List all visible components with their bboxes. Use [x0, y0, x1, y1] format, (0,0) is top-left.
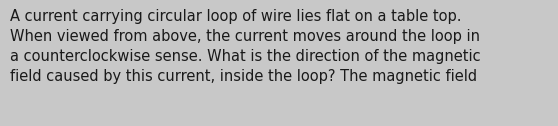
- Text: A current carrying circular loop of wire lies flat on a table top.
When viewed f: A current carrying circular loop of wire…: [10, 9, 480, 84]
